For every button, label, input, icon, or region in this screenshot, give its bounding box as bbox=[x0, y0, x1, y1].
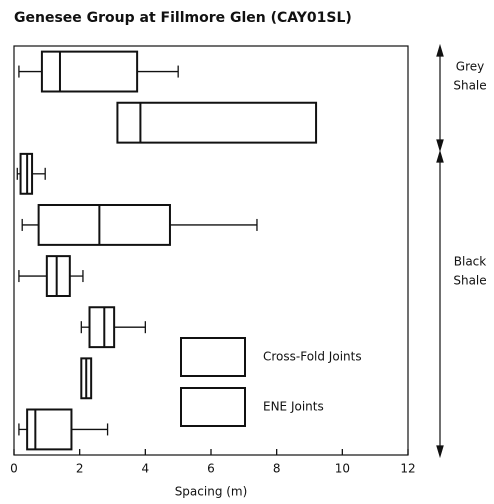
group-label: Shale bbox=[453, 79, 486, 93]
box bbox=[26, 408, 73, 451]
box bbox=[45, 255, 71, 298]
x-tick-label: 4 bbox=[142, 462, 150, 476]
group-label: Black bbox=[454, 255, 487, 269]
chart-title: Genesee Group at Fillmore Glen (CAY01SL) bbox=[14, 10, 352, 26]
legend-label: Cross-Fold Joints bbox=[263, 350, 362, 364]
x-tick-label: 0 bbox=[10, 462, 18, 476]
legend-swatch bbox=[180, 387, 246, 427]
box bbox=[37, 203, 171, 246]
x-tick-label: 6 bbox=[207, 462, 215, 476]
group-label: Shale bbox=[453, 274, 486, 288]
legend-label: ENE Joints bbox=[263, 400, 324, 414]
group-arrows bbox=[436, 43, 444, 459]
box bbox=[88, 306, 116, 349]
x-tick-label: 8 bbox=[273, 462, 281, 476]
group-label: Grey bbox=[456, 60, 484, 74]
plot-frame bbox=[13, 45, 409, 456]
box bbox=[116, 101, 318, 144]
legend-swatch bbox=[180, 337, 246, 377]
x-axis-label: Spacing (m) bbox=[175, 485, 248, 499]
x-tick-label: 2 bbox=[76, 462, 84, 476]
x-tick-label: 10 bbox=[335, 462, 350, 476]
box bbox=[40, 50, 139, 93]
x-tick-label: 12 bbox=[400, 462, 415, 476]
